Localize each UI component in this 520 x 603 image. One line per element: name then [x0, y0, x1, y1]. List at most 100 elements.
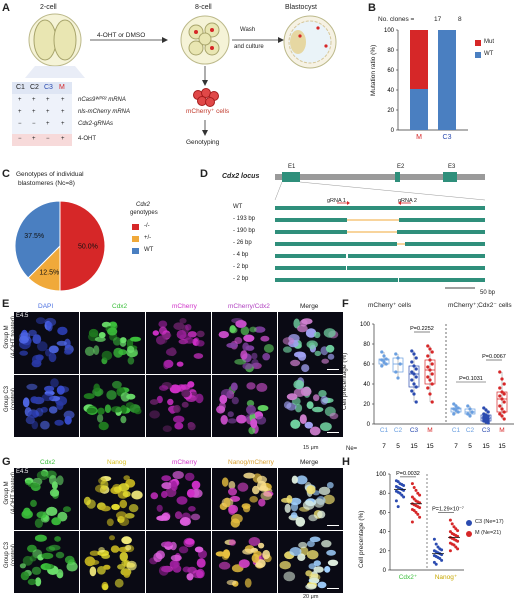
- f-data-point: [500, 397, 504, 401]
- table-mark: −: [46, 136, 50, 142]
- h-y-tick-label: 0: [383, 568, 387, 574]
- f-ylabel: Cell precentage (%): [341, 352, 348, 410]
- exon-e3: E3: [448, 164, 456, 170]
- stage-label: E4.5: [16, 469, 29, 475]
- micrograph-tile: [80, 531, 146, 593]
- f-data-point: [414, 356, 418, 360]
- f-data-point: [452, 412, 456, 416]
- mcherry-cell-cluster: [193, 88, 219, 107]
- f-x-tick-label: C3: [482, 427, 491, 434]
- micrograph-tile: [146, 468, 212, 530]
- f-data-point: [414, 400, 418, 404]
- micrograph-tile: [278, 468, 344, 530]
- h-data-point: [440, 558, 444, 562]
- h-data-point: [454, 545, 458, 549]
- legend-swatch-wt: [132, 248, 139, 254]
- table-mark: +: [46, 97, 50, 103]
- f-data-point: [502, 417, 506, 421]
- h-data-point: [436, 545, 440, 549]
- f-box: [378, 358, 390, 365]
- f-pvalue-label: P=0.0067: [482, 354, 506, 360]
- eight-cell-embryo: [180, 15, 230, 65]
- f-data-point: [414, 367, 418, 371]
- f-data-point: [500, 390, 504, 394]
- table-row-label: 4-OHT: [78, 136, 96, 142]
- micrograph-tile: [146, 375, 212, 437]
- f-data-point: [456, 406, 460, 410]
- allele-label: - 190 bp: [233, 228, 256, 234]
- allele-label: - 2 bp: [233, 276, 249, 282]
- f-data-point: [412, 352, 416, 356]
- b-y-tick-label: 0: [391, 128, 395, 134]
- micrograph-tile: [80, 312, 146, 374]
- f-ne-value: 7: [454, 443, 458, 450]
- h-data-point: [418, 493, 422, 497]
- micrograph-tile: [146, 531, 212, 593]
- f-data-point: [502, 392, 506, 396]
- f-x-tick-label: M: [499, 427, 504, 434]
- legend-wt-c: WT: [144, 247, 154, 253]
- f-data-point: [452, 402, 456, 406]
- f-data-point: [430, 362, 434, 366]
- legend-het: +/-: [144, 235, 152, 241]
- h-data-point: [434, 542, 438, 546]
- f-data-point: [484, 408, 488, 412]
- h-y-tick-label: 80: [379, 491, 386, 497]
- f-ne-value: 5: [468, 443, 472, 450]
- micrograph-tile: [212, 312, 278, 374]
- table-mark: +: [46, 121, 50, 127]
- f-data-point: [428, 392, 432, 396]
- clone-count-m: 17: [434, 16, 442, 23]
- b-y-tick-label: 40: [387, 88, 394, 94]
- legend-dot-c3: [466, 520, 472, 526]
- f-data-point: [468, 414, 472, 418]
- e-channel-dapi: DAPI: [38, 303, 54, 310]
- f-box: [450, 407, 462, 413]
- f-data-point: [430, 350, 434, 354]
- h-data-point: [396, 480, 400, 484]
- h-data-point: [416, 512, 420, 516]
- panel-label-a: A: [2, 2, 10, 14]
- f-x-tick-label: M: [427, 427, 432, 434]
- h-data-point: [414, 510, 418, 514]
- table-mark: +: [18, 109, 22, 115]
- h-data-point: [412, 508, 416, 512]
- micrograph-tile: [278, 531, 344, 593]
- b-ylabel: Mutation ratio (%): [370, 44, 377, 96]
- culture-label: and culture: [234, 44, 264, 50]
- f-y-tick-label: 20: [363, 402, 370, 408]
- f-data-point: [410, 360, 414, 364]
- micrograph-tile: [14, 531, 80, 593]
- h-ylabel: Cell precentage (%): [358, 510, 365, 568]
- h-data-point: [418, 506, 422, 510]
- h-data-point: [456, 547, 460, 551]
- pie-slice-label: 12.5%: [39, 269, 59, 276]
- c-title-1: Genotypes of individual: [16, 171, 84, 178]
- b-y-tick-label: 60: [387, 68, 394, 74]
- f-data-point: [500, 407, 504, 411]
- h-data-point: [438, 556, 442, 560]
- stage-label-2cell: 2-cell: [40, 4, 57, 11]
- micrograph-tile: [146, 312, 212, 374]
- table-row-label: nCas9ᵂᴾᴿ² mRNA: [78, 97, 126, 103]
- f-data-point: [468, 407, 472, 411]
- embryo-schematic: [12, 13, 337, 146]
- f-data-point: [430, 400, 434, 404]
- legend-dot-m: [466, 531, 472, 537]
- scale-bar: [327, 587, 339, 589]
- f-data-point: [396, 356, 400, 360]
- grna2-label: gRNA 2: [398, 198, 417, 204]
- panel-label-e: E: [2, 298, 10, 310]
- h-data-point: [412, 485, 416, 489]
- f-data-point: [426, 344, 430, 348]
- h-data-point: [396, 505, 400, 509]
- h-data-point: [410, 520, 414, 524]
- table-mark: +: [32, 136, 36, 142]
- e-channel-mcherry: mCherry: [172, 303, 197, 310]
- f-data-point: [412, 382, 416, 386]
- c-title-2: blastomeres (Nc=8): [18, 180, 75, 187]
- scale-bar: [327, 368, 339, 370]
- f-data-point: [412, 372, 416, 376]
- c-legend-title: Cdx2: [136, 202, 151, 208]
- h-y-tick-label: 40: [379, 530, 386, 536]
